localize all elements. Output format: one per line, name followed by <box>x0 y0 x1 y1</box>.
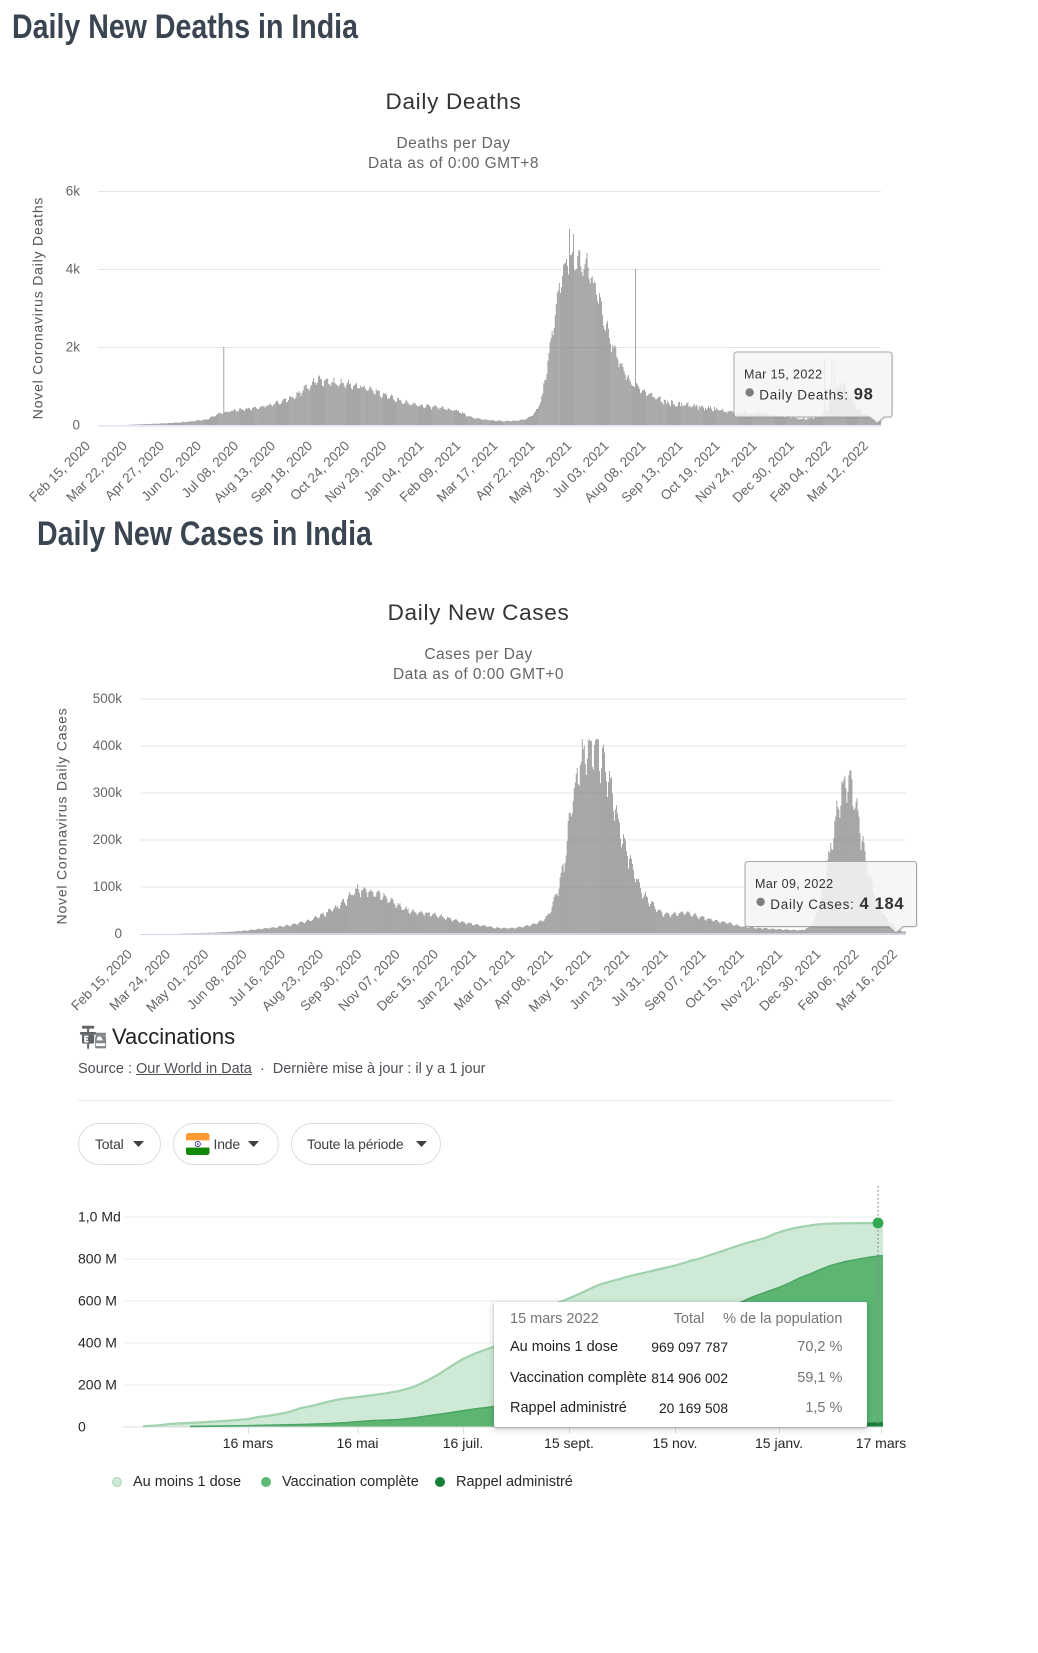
svg-text:Novel Coronavirus Daily Deaths: Novel Coronavirus Daily Deaths <box>30 197 46 419</box>
svg-text:400k: 400k <box>93 738 123 753</box>
svg-text:Mar 09, 2022: Mar 09, 2022 <box>755 877 833 891</box>
svg-text:Daily Cases:4 184: Daily Cases: 4 184 <box>770 895 904 913</box>
svg-text:200 M: 200 M <box>78 1377 117 1393</box>
svg-text:15 nov.: 15 nov. <box>653 1435 698 1451</box>
svg-text:0: 0 <box>78 1419 86 1435</box>
svg-text:0: 0 <box>72 418 80 433</box>
svg-text:17 mars: 17 mars <box>856 1435 907 1451</box>
svg-text:500k: 500k <box>93 691 123 706</box>
svg-text:300k: 300k <box>93 785 123 800</box>
svg-text:2k: 2k <box>66 340 81 355</box>
svg-text:16 mai: 16 mai <box>336 1435 378 1451</box>
svg-text:Daily Deaths:98: Daily Deaths: 98 <box>759 386 873 404</box>
svg-text:15 janv.: 15 janv. <box>755 1435 803 1451</box>
svg-text:800 M: 800 M <box>78 1251 117 1267</box>
svg-text:600 M: 600 M <box>78 1293 117 1309</box>
svg-text:16 mars: 16 mars <box>223 1435 274 1451</box>
svg-text:6k: 6k <box>66 184 81 199</box>
svg-text:200k: 200k <box>93 832 123 847</box>
svg-text:100k: 100k <box>93 879 123 894</box>
svg-text:0: 0 <box>114 926 122 941</box>
svg-text:Mar 15, 2022: Mar 15, 2022 <box>744 368 822 382</box>
svg-text:Novel Coronavirus Daily Cases: Novel Coronavirus Daily Cases <box>54 708 70 925</box>
svg-text:4k: 4k <box>66 262 81 277</box>
svg-text:1,0 Md: 1,0 Md <box>78 1209 121 1225</box>
svg-text:15 sept.: 15 sept. <box>544 1435 594 1451</box>
svg-text:16 juil.: 16 juil. <box>443 1435 483 1451</box>
svg-text:400 M: 400 M <box>78 1335 117 1351</box>
